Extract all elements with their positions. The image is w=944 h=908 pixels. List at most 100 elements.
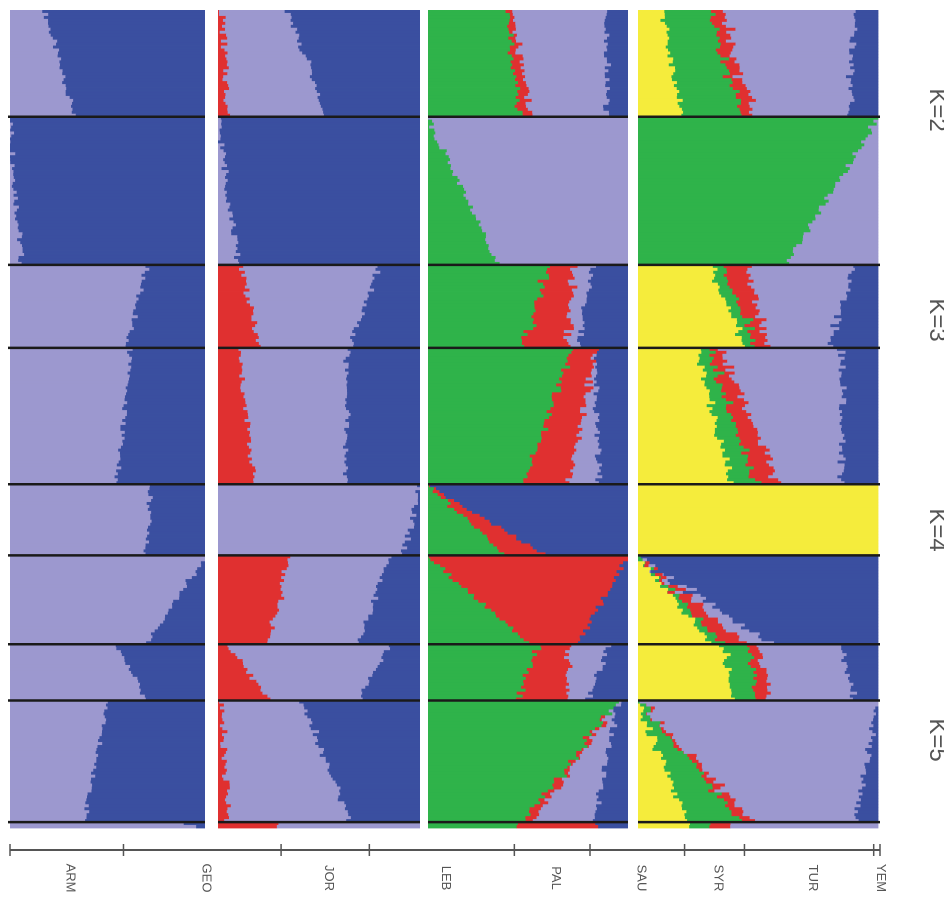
admixture-segment	[226, 196, 421, 201]
admixture-segment	[173, 599, 206, 604]
admixture-segment	[732, 617, 879, 621]
admixture-segment	[172, 602, 206, 607]
admixture-segment	[135, 303, 206, 307]
admixture-segment	[122, 442, 206, 447]
admixture-segment	[748, 276, 849, 281]
admixture-segment	[135, 306, 206, 310]
admixture-segment	[580, 410, 595, 414]
admixture-segment	[846, 398, 879, 402]
admixture-segment	[10, 39, 58, 43]
admixture-segment	[577, 641, 629, 645]
admixture-segment	[428, 181, 458, 186]
admixture-segment	[10, 344, 127, 349]
admixture-segment	[605, 662, 629, 666]
admixture-segment	[515, 48, 608, 52]
admixture-segment	[372, 611, 421, 615]
admixture-segment	[218, 380, 243, 384]
admixture-segment	[218, 48, 225, 52]
admixture-segment	[428, 253, 492, 257]
admixture-segment	[60, 63, 206, 67]
admixture-segment	[218, 736, 225, 740]
admixture-segment	[621, 703, 629, 707]
admixture-segment	[853, 72, 879, 76]
admixture-segment	[682, 807, 730, 811]
admixture-segment	[260, 688, 362, 693]
admixture-segment	[218, 727, 223, 731]
admixture-segment	[10, 128, 206, 132]
admixture-segment	[701, 350, 717, 355]
admixture-segment	[312, 721, 421, 725]
admixture-segment	[515, 27, 607, 32]
admixture-segment	[18, 255, 206, 260]
admixture-segment	[437, 493, 445, 497]
admixture-segment	[569, 774, 607, 779]
admixture-segment	[571, 297, 587, 301]
admixture-segment	[218, 599, 279, 604]
population-block-yem	[218, 822, 421, 829]
admixture-segment	[870, 756, 879, 761]
admixture-segment	[14, 211, 206, 215]
admixture-segment	[590, 282, 629, 287]
admixture-segment	[226, 152, 421, 156]
admixture-segment	[106, 718, 206, 722]
admixture-segment	[48, 24, 206, 29]
admixture-segment	[218, 336, 260, 340]
admixture-segment	[619, 573, 629, 577]
admixture-segment	[428, 771, 565, 776]
admixture-segment	[738, 383, 841, 387]
admixture-segment	[696, 762, 703, 767]
admixture-segment	[10, 798, 87, 802]
admixture-segment	[638, 807, 683, 811]
admixture-segment	[577, 439, 599, 444]
admixture-segment	[853, 12, 879, 17]
admixture-segment	[10, 733, 103, 737]
admixture-segment	[218, 593, 282, 598]
admixture-segment	[638, 703, 641, 707]
admixture-segment	[383, 650, 421, 654]
admixture-segment	[638, 481, 735, 485]
admixture-segment	[849, 673, 879, 678]
admixture-segment	[638, 682, 731, 687]
admixture-segment	[10, 78, 64, 82]
admixture-segment	[428, 504, 448, 509]
admixture-segment	[218, 39, 222, 43]
admixture-segment	[761, 321, 840, 325]
admixture-segment	[523, 638, 581, 642]
admixture-segment	[218, 98, 224, 103]
admixture-segment	[664, 21, 713, 26]
admixture-segment	[10, 448, 119, 452]
admixture-segment	[638, 534, 879, 538]
admixture-segment	[428, 510, 458, 515]
admixture-segment	[140, 688, 206, 693]
admixture-segment	[528, 87, 611, 91]
admixture-segment	[428, 513, 464, 518]
admixture-segment	[229, 205, 421, 209]
admixture-segment	[85, 801, 206, 805]
admixture-segment	[18, 258, 206, 263]
admixture-segment	[410, 516, 421, 521]
admixture-segment	[575, 442, 600, 447]
admixture-segment	[10, 395, 126, 399]
admixture-segment	[347, 478, 421, 482]
admixture-segment	[228, 170, 421, 174]
admixture-segment	[14, 199, 206, 204]
admixture-segment	[315, 87, 421, 91]
admixture-segment	[227, 72, 313, 76]
admixture-segment	[355, 333, 421, 337]
admixture-segment	[10, 247, 23, 251]
admixture-segment	[218, 392, 245, 396]
admixture-segment	[507, 623, 588, 627]
admixture-segment	[682, 590, 879, 595]
admixture-segment	[638, 273, 716, 278]
admixture-segment	[225, 54, 307, 58]
admixture-segment	[612, 712, 616, 716]
admixture-segment	[841, 374, 879, 378]
admixture-segment	[85, 819, 206, 823]
admixture-segment	[346, 457, 421, 461]
admixture-segment	[235, 244, 421, 248]
admixture-segment	[519, 635, 581, 639]
admixture-segment	[218, 427, 248, 432]
admixture-segment	[709, 362, 724, 367]
admixture-segment	[10, 789, 92, 793]
admixture-segment	[428, 66, 512, 70]
